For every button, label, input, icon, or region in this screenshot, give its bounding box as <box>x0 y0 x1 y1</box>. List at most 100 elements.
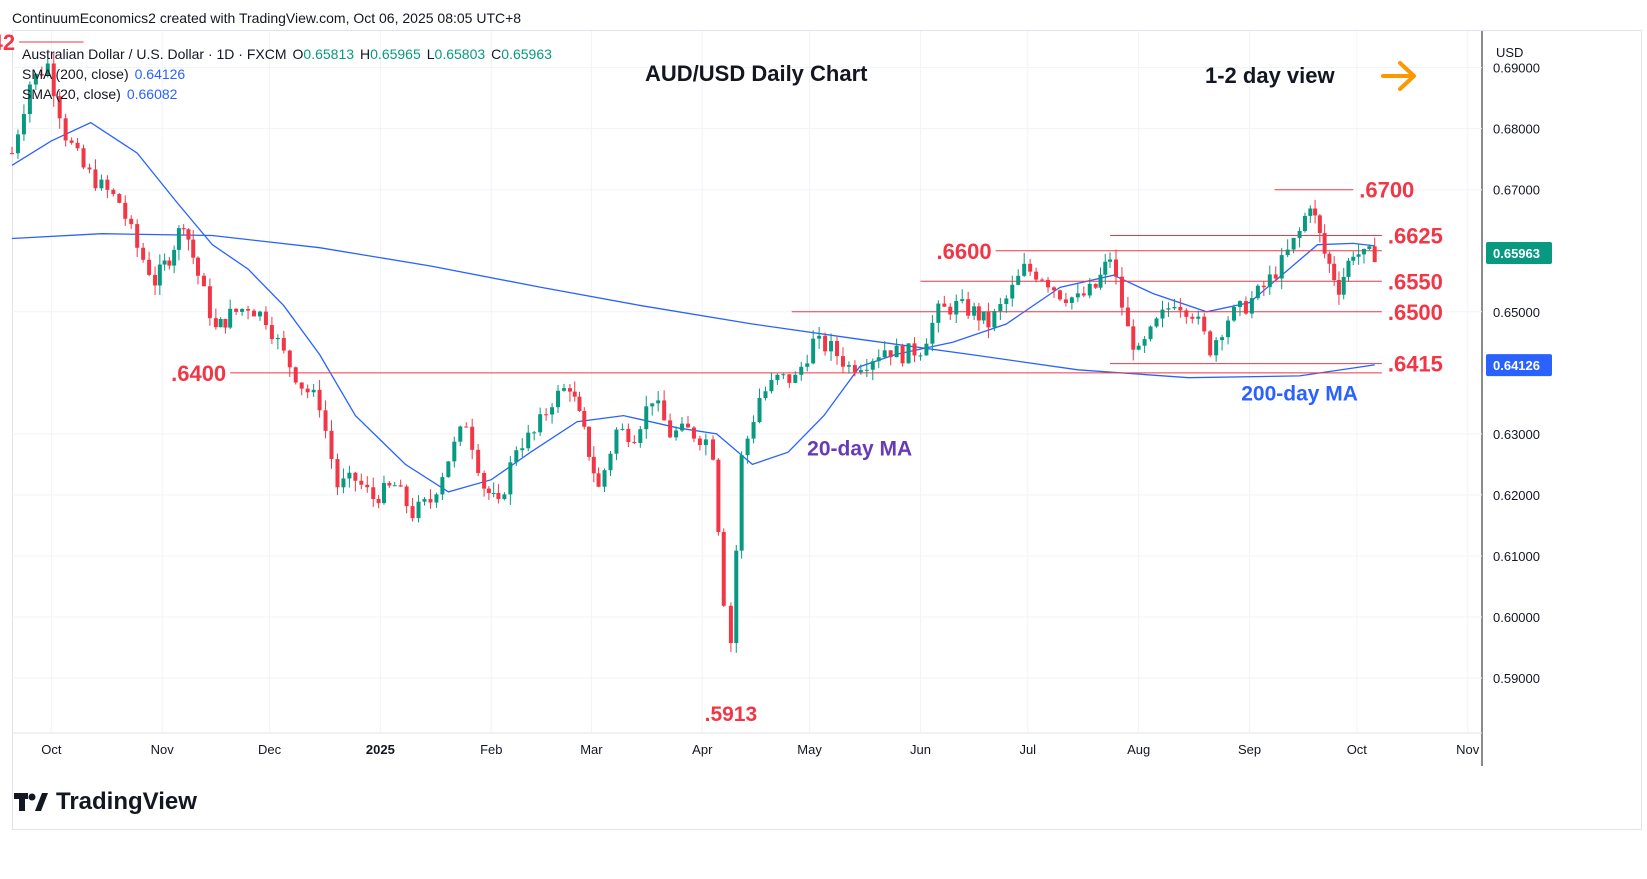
candle-body <box>387 482 392 486</box>
candle-body <box>347 472 352 479</box>
y-tick-label: 0.59000 <box>1493 671 1540 686</box>
candle-body <box>591 456 596 474</box>
candle-body <box>972 306 977 316</box>
x-tick-label: Apr <box>692 742 713 757</box>
x-tick-label: May <box>797 742 822 757</box>
candle <box>992 308 997 332</box>
last-price-badge-text: 0.65963 <box>1493 246 1540 261</box>
candle <box>728 602 733 653</box>
candle <box>1108 252 1113 269</box>
candle <box>1119 267 1124 316</box>
candle <box>544 408 549 421</box>
sma20-label: SMA (20, close) <box>22 86 121 102</box>
candle <box>650 403 655 416</box>
candle <box>353 471 358 492</box>
candle-body <box>508 462 513 495</box>
candle-body <box>87 167 92 170</box>
candle-body <box>162 260 167 265</box>
candle-body <box>1125 307 1130 327</box>
candle-body <box>491 492 496 494</box>
candle-body <box>365 484 370 488</box>
candle-body <box>410 506 415 519</box>
candle <box>948 303 953 321</box>
candle-body <box>1178 307 1183 311</box>
x-axis[interactable]: Oct Nov Dec 2025 Feb Mar Apr May Jun Jul Aug Sep Oct… <box>41 742 1480 757</box>
candle <box>39 66 44 78</box>
candle-body <box>811 338 816 364</box>
candle <box>960 289 965 304</box>
candle-body <box>674 430 679 438</box>
candle-body <box>191 239 196 258</box>
candle <box>703 433 708 456</box>
candle-body <box>526 432 531 449</box>
x-tick-label: 2025 <box>366 742 395 757</box>
candle-body <box>335 459 340 488</box>
candle <box>381 475 386 505</box>
candle-body <box>721 531 726 606</box>
candle-body <box>1166 308 1171 310</box>
candle-body <box>452 441 457 462</box>
sma-200-badge-bg <box>1486 354 1552 377</box>
candle-body <box>1093 283 1098 288</box>
candle-body <box>817 335 822 339</box>
candle <box>757 388 762 424</box>
candle <box>207 278 212 326</box>
last-price-badge-bg <box>1486 242 1552 265</box>
candle-body <box>15 134 20 154</box>
candle <box>1093 283 1098 290</box>
candle-body <box>1148 326 1153 340</box>
legend-sma20-row[interactable]: SMA (20, close) 0.66082 <box>22 84 552 104</box>
candle <box>341 468 346 494</box>
legend-sma200-row[interactable]: SMA (200, close) 0.64126 <box>22 64 552 84</box>
candle <box>464 422 469 428</box>
candle <box>912 337 917 363</box>
candle-body <box>685 423 690 428</box>
arrow-right-icon <box>1381 61 1416 91</box>
candle <box>775 373 780 385</box>
candle-body <box>650 403 655 407</box>
candle <box>1148 325 1153 342</box>
candle-body <box>207 286 212 319</box>
candle <box>1136 342 1141 351</box>
candle-body <box>728 605 733 644</box>
candle <box>1351 251 1356 266</box>
candle <box>734 544 739 653</box>
candle <box>305 384 310 399</box>
candle <box>508 455 513 505</box>
candle-body <box>240 308 245 312</box>
candle-body <box>117 194 122 203</box>
candle <box>632 435 637 445</box>
low-value: 0.65803 <box>434 46 486 62</box>
candle <box>577 391 582 412</box>
candle-body <box>1279 255 1284 279</box>
candle <box>1010 275 1015 307</box>
brand-name: TradingView <box>56 788 197 815</box>
candle-body <box>93 169 98 189</box>
tradingview-brand[interactable]: TradingView <box>14 788 197 816</box>
y-axis[interactable]: 0.69000 0.68000 0.67000 0.65000 0.63000 0.620… <box>1486 61 1552 686</box>
candle <box>870 358 875 381</box>
candle <box>572 381 577 402</box>
candle-body <box>697 438 702 446</box>
candle <box>614 427 619 461</box>
candle-body <box>311 389 316 393</box>
candle-body <box>587 426 592 457</box>
sma-200-badge: 0.64126 <box>1486 354 1552 377</box>
candle <box>1028 258 1033 276</box>
candle <box>817 327 822 349</box>
candle <box>781 373 786 380</box>
candle <box>532 430 537 441</box>
y-tick-label: 0.60000 <box>1493 610 1540 625</box>
candle-body <box>882 350 887 358</box>
candle-body <box>1190 316 1195 319</box>
candle-body <box>371 487 376 500</box>
candle-body <box>57 96 62 119</box>
candle-body <box>662 400 667 421</box>
candle-body <box>1113 259 1118 277</box>
candle <box>976 302 981 331</box>
candle-body <box>359 480 364 485</box>
candle-body <box>1087 283 1092 296</box>
candle <box>638 425 643 448</box>
candle <box>1232 304 1237 323</box>
